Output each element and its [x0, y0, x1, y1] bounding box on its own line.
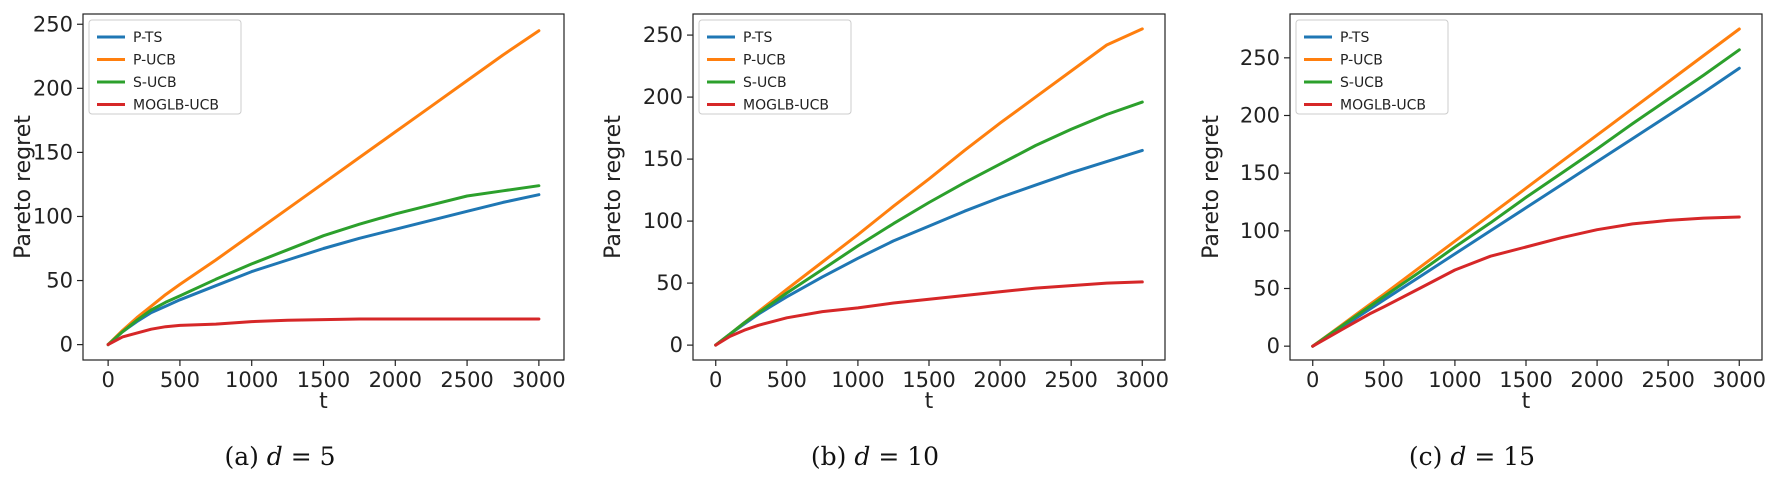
- x-tick-label: 3000: [512, 368, 565, 392]
- series-line-s-ucb: [106, 184, 541, 347]
- legend-label: P-UCB: [1340, 53, 1383, 69]
- legend-label: S-UCB: [743, 75, 787, 91]
- x-tick-label: 2500: [1044, 368, 1097, 392]
- legend-label: P-TS: [133, 30, 162, 46]
- series-line-moglb-ucb: [106, 317, 541, 347]
- legend-label: P-UCB: [743, 53, 786, 69]
- y-tick-label: 150: [643, 147, 683, 171]
- x-tick-label: 1000: [831, 368, 884, 392]
- legend: P-TS P-UCB S-UCB MOGLB-UCB: [1295, 19, 1449, 115]
- y-axis-label: Pareto regret: [1199, 115, 1224, 259]
- legend: P-TS P-UCB S-UCB MOGLB-UCB: [698, 19, 852, 115]
- chart-c: 0 500 1000 1500 2000 2500 3000 0 50 100 150 200 250 t…: [1199, 13, 1766, 414]
- x-tick-label: 500: [1364, 368, 1404, 392]
- y-tick-label: 0: [60, 333, 73, 357]
- x-tick-label: 500: [767, 368, 807, 392]
- legend-label: P-TS: [743, 30, 772, 46]
- legend-label: S-UCB: [133, 75, 177, 91]
- x-tick-label: 2000: [1570, 368, 1623, 392]
- y-tick-label: 200: [643, 85, 683, 109]
- y-tick-label: 50: [1253, 276, 1280, 300]
- y-tick-label: 100: [1240, 219, 1280, 243]
- y-tick-label: 50: [46, 269, 73, 293]
- y-tick-label: 200: [1240, 103, 1280, 127]
- x-tick-label: 1500: [1499, 368, 1552, 392]
- caption-c: (c) d = 15: [1409, 442, 1535, 471]
- y-tick-label: 250: [643, 23, 683, 47]
- x-axis-label: t: [319, 389, 328, 414]
- x-tick-label: 500: [160, 368, 200, 392]
- x-tick-label: 3000: [1116, 368, 1169, 392]
- series-line-p-ts: [106, 193, 541, 347]
- legend-label: MOGLB-UCB: [133, 98, 219, 114]
- chart-a: 0 500 1000 1500 2000 2500 3000 0 50 100 150 200 250 t…: [11, 12, 566, 414]
- x-tick-label: 2500: [1641, 368, 1694, 392]
- series-line-s-ucb: [1311, 48, 1741, 348]
- y-tick-label: 0: [670, 333, 683, 357]
- y-tick-label: 100: [643, 209, 683, 233]
- y-axis-label: Pareto regret: [601, 115, 626, 259]
- y-tick-label: 150: [33, 140, 73, 164]
- x-tick-label: 3000: [1713, 368, 1766, 392]
- x-tick-label: 1500: [902, 368, 955, 392]
- series-line-p-ucb: [106, 29, 541, 347]
- x-tick-label: 1000: [1428, 368, 1481, 392]
- x-tick-label: 2000: [973, 368, 1026, 392]
- legend-label: S-UCB: [1340, 75, 1384, 91]
- series-line-moglb-ucb: [1311, 215, 1741, 348]
- series-line-s-ucb: [714, 100, 1144, 347]
- x-tick-label: 0: [101, 368, 114, 392]
- x-tick-label: 2000: [369, 368, 422, 392]
- y-tick-label: 100: [33, 204, 73, 228]
- y-axis-label: Pareto regret: [11, 115, 36, 259]
- x-axis-label: t: [1522, 389, 1531, 414]
- y-tick-label: 0: [1267, 334, 1280, 358]
- legend-label: MOGLB-UCB: [1340, 98, 1426, 114]
- y-tick-label: 250: [1240, 46, 1280, 70]
- legend-label: MOGLB-UCB: [743, 98, 829, 114]
- legend: P-TS P-UCB S-UCB MOGLB-UCB: [88, 19, 242, 115]
- x-tick-label: 2500: [440, 368, 493, 392]
- y-tick-label: 200: [33, 76, 73, 100]
- x-axis-label: t: [925, 389, 934, 414]
- caption-b: (b) d = 10: [811, 442, 939, 471]
- chart-b: 0 500 1000 1500 2000 2500 3000 0 50 100 150 200 250 t…: [601, 13, 1169, 414]
- y-tick-label: 250: [33, 12, 73, 36]
- y-tick-label: 150: [1240, 161, 1280, 185]
- x-tick-label: 0: [1306, 368, 1319, 392]
- legend-label: P-UCB: [133, 53, 176, 69]
- legend-box: [88, 19, 242, 115]
- captions: (a) d = 5 (b) d = 10 (c) d = 15: [224, 442, 1535, 471]
- legend-label: P-TS: [1340, 30, 1369, 46]
- caption-a: (a) d = 5: [224, 442, 335, 471]
- y-tick-label: 50: [656, 271, 683, 295]
- legend-box: [698, 19, 852, 115]
- series-line-moglb-ucb: [714, 280, 1144, 347]
- x-tick-label: 1000: [225, 368, 278, 392]
- x-tick-label: 1500: [297, 368, 350, 392]
- legend-box: [1295, 19, 1449, 115]
- x-tick-label: 0: [709, 368, 722, 392]
